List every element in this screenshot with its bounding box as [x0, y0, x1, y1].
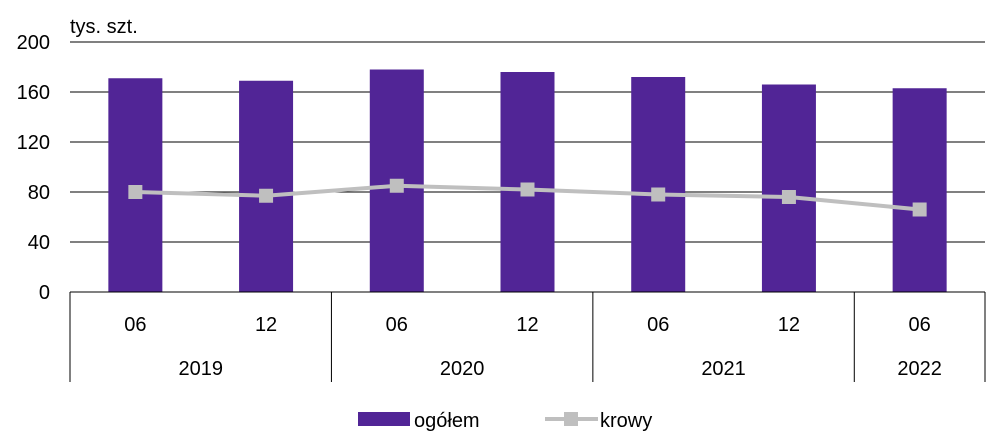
- marker-krowy: [520, 182, 535, 197]
- y-tick-label: 0: [39, 282, 50, 304]
- line-series-krowy: [128, 178, 927, 217]
- marker-krowy: [259, 188, 274, 203]
- y-axis-ticks: 0 40 80 120 160 200: [17, 32, 50, 304]
- x-tick-label: 06: [909, 314, 931, 336]
- marker-krowy: [651, 187, 666, 202]
- y-axis-unit-label: tys. szt.: [70, 16, 138, 38]
- x-group-label: 2020: [440, 358, 485, 380]
- x-tick-label: 06: [386, 314, 408, 336]
- x-tick-label: 12: [778, 314, 800, 336]
- x-axis: 06 12 06 12 06 12 06 2019 2020 2021 2022: [69, 291, 986, 382]
- x-tick-label: 06: [647, 314, 669, 336]
- bar-ogolem: [500, 72, 555, 292]
- y-tick-label: 40: [28, 232, 50, 254]
- bar-ogolem: [892, 88, 947, 292]
- x-group-label: 2019: [178, 358, 223, 380]
- marker-krowy: [781, 190, 796, 204]
- x-tick-label: 06: [124, 314, 146, 336]
- bar-ogolem: [239, 80, 294, 292]
- x-group-label: 2021: [701, 358, 746, 380]
- y-tick-label: 200: [17, 32, 50, 54]
- x-tick-label: 12: [255, 314, 277, 336]
- bar-ogolem: [631, 77, 686, 292]
- x-tick-label: 12: [516, 314, 538, 336]
- y-tick-label: 80: [28, 182, 50, 204]
- legend-swatch-krowy-marker: [564, 412, 578, 426]
- y-tick-label: 120: [17, 132, 50, 154]
- marker-krowy: [912, 202, 927, 217]
- x-group-label: 2022: [897, 358, 942, 380]
- bar-ogolem: [761, 84, 816, 292]
- marker-krowy: [389, 178, 404, 193]
- y-tick-label: 160: [17, 82, 50, 104]
- bar-series-ogolem: [108, 69, 947, 292]
- legend-swatch-ogolem: [358, 412, 410, 426]
- marker-krowy: [128, 185, 143, 199]
- legend-label-ogolem: ogółem: [414, 410, 480, 432]
- legend: ogółem krowy: [358, 410, 652, 432]
- legend-label-krowy: krowy: [600, 410, 652, 432]
